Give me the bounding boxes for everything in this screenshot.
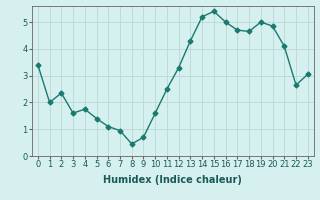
X-axis label: Humidex (Indice chaleur): Humidex (Indice chaleur) xyxy=(103,175,242,185)
